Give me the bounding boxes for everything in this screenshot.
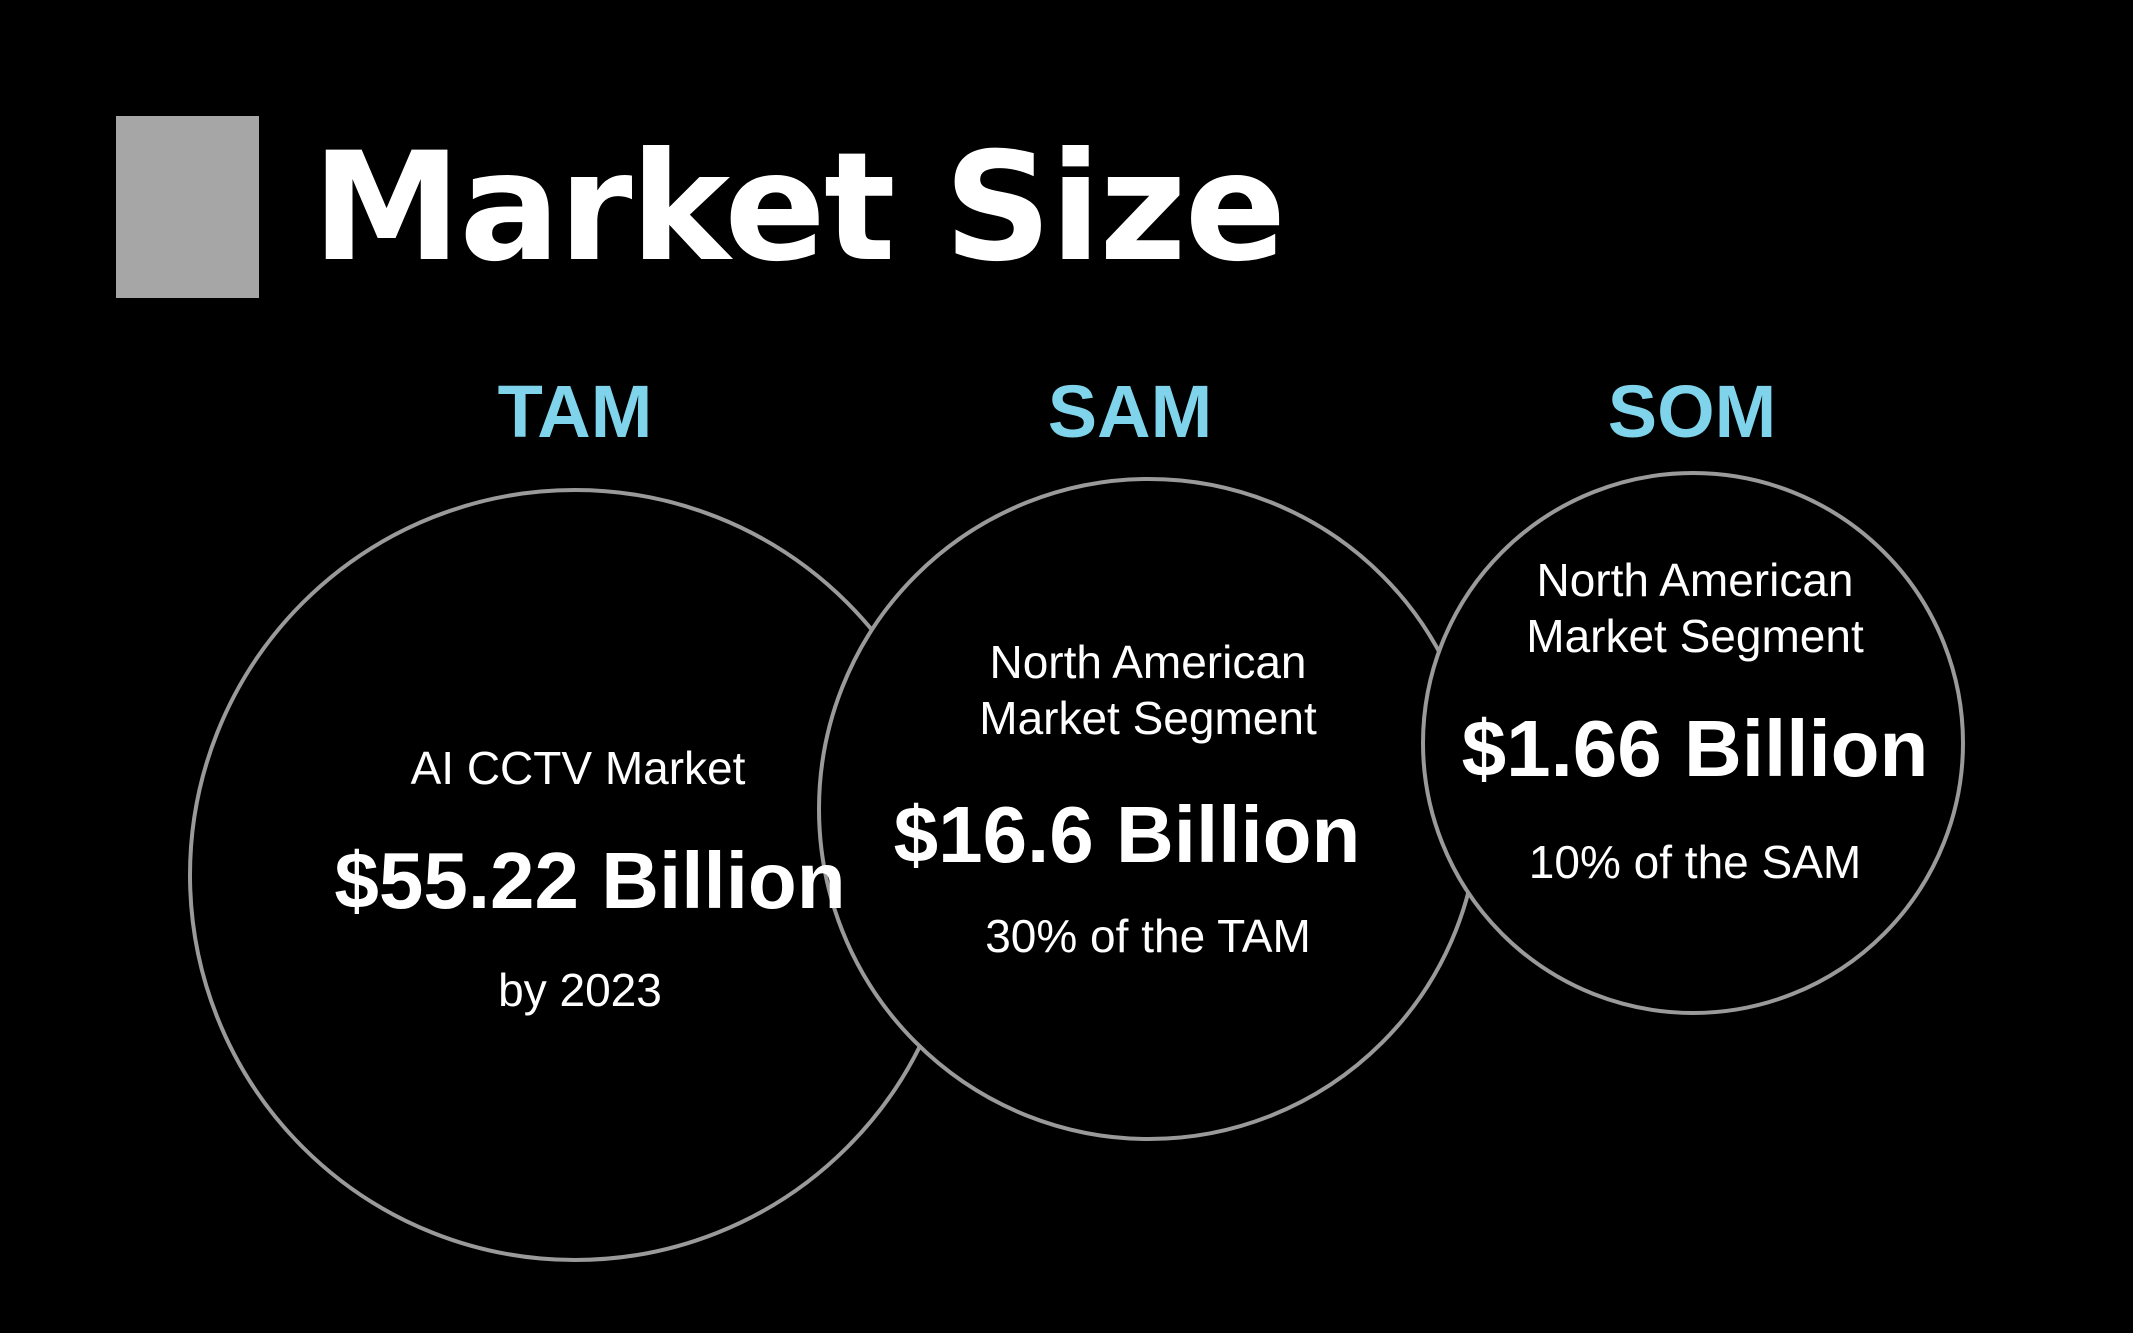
sam-value: $16.6 Billion bbox=[893, 790, 1361, 879]
sam-description-line1: North American bbox=[989, 636, 1307, 688]
som-label: SOM bbox=[1607, 370, 1777, 453]
title-accent-block bbox=[116, 116, 259, 298]
page-title: Market Size bbox=[312, 121, 1286, 295]
som-description-line1: North American bbox=[1536, 554, 1854, 606]
tam-label: TAM bbox=[497, 370, 653, 453]
sam-note: 30% of the TAM bbox=[985, 910, 1311, 962]
sam-label: SAM bbox=[1047, 370, 1213, 453]
som-circle bbox=[1421, 471, 1965, 1015]
tam-note: by 2023 bbox=[498, 964, 662, 1016]
som-description-line2: Market Segment bbox=[1526, 610, 1864, 662]
som-note: 10% of the SAM bbox=[1528, 836, 1862, 888]
tam-value: $55.22 Billion bbox=[334, 836, 846, 925]
sam-description-line2: Market Segment bbox=[979, 692, 1317, 744]
som-value: $1.66 Billion bbox=[1461, 704, 1929, 793]
tam-description: AI CCTV Market bbox=[410, 742, 746, 794]
